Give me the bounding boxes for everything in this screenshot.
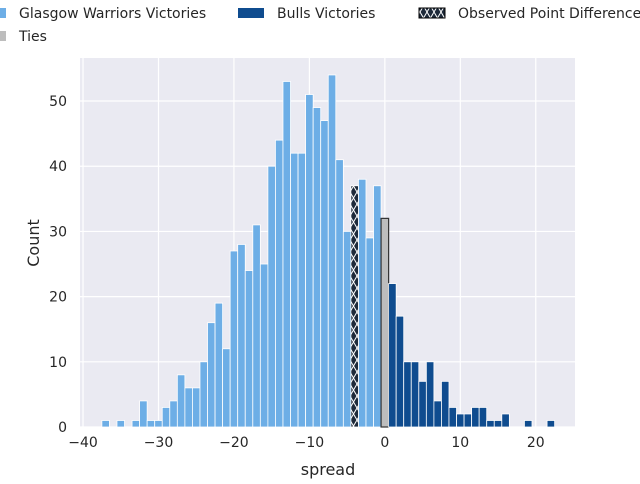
y-tick-label: 30 — [49, 224, 67, 240]
x-axis-ticks: −40 −30 −20 −10 0 10 20 — [68, 435, 544, 451]
legend-swatch — [0, 31, 6, 41]
bar — [305, 94, 314, 428]
x-axis-label: spread — [301, 460, 356, 479]
legend-swatch — [418, 7, 446, 19]
legend-label: Ties — [18, 29, 47, 45]
bars — [101, 74, 556, 428]
y-tick-label: 40 — [49, 159, 67, 175]
y-axis-ticks: 0 10 20 30 40 50 — [49, 94, 67, 436]
x-tick-label: −10 — [295, 435, 325, 451]
bar — [448, 407, 457, 428]
bar — [320, 120, 329, 428]
bar — [237, 244, 246, 428]
x-tick-label: −40 — [68, 435, 98, 451]
bar — [199, 361, 208, 428]
bar — [116, 420, 125, 428]
bar — [486, 420, 495, 428]
bar — [192, 387, 201, 428]
bar — [463, 413, 473, 428]
bar — [259, 263, 269, 428]
legend-label: Glasgow Warriors Victories — [19, 6, 206, 22]
y-tick-label: 0 — [58, 420, 67, 436]
bar — [229, 250, 239, 428]
bar — [252, 224, 261, 428]
x-tick-label: 20 — [527, 435, 545, 451]
bar — [478, 407, 488, 428]
bar — [214, 302, 224, 428]
x-tick-label: 10 — [451, 435, 469, 451]
bar — [501, 413, 510, 428]
bar — [184, 387, 193, 428]
bar — [546, 420, 556, 428]
bar — [327, 74, 337, 428]
bar — [207, 322, 216, 428]
legend-swatch — [0, 8, 6, 18]
bar — [312, 107, 322, 428]
legend-swatch — [238, 8, 264, 18]
bar — [297, 152, 307, 428]
bar — [282, 81, 291, 428]
bar — [161, 407, 171, 428]
x-tick-label: −20 — [219, 435, 249, 451]
bar — [350, 185, 359, 428]
bar — [139, 400, 148, 428]
bar — [410, 361, 420, 428]
bar — [433, 400, 442, 428]
legend-label: Observed Point Difference — [458, 6, 640, 22]
bar — [456, 413, 465, 428]
y-tick-label: 10 — [49, 355, 67, 371]
bar — [267, 165, 276, 428]
bar — [365, 237, 374, 428]
x-tick-label: −30 — [144, 435, 174, 451]
bar — [244, 270, 254, 428]
bar — [425, 361, 435, 428]
bar — [290, 152, 299, 428]
bar — [342, 231, 352, 428]
bar — [169, 400, 178, 428]
y-tick-label: 50 — [49, 94, 67, 110]
bar — [335, 159, 344, 428]
bar — [154, 420, 163, 428]
bar — [101, 420, 110, 428]
bar — [176, 374, 186, 428]
legend: Glasgow Warriors Victories Bulls Victorie… — [0, 6, 640, 45]
bar — [524, 420, 533, 428]
y-axis-label: Count — [24, 219, 43, 267]
bar — [395, 315, 405, 428]
bar — [388, 283, 397, 428]
bar — [418, 380, 427, 428]
bar — [380, 217, 390, 428]
legend-label: Bulls Victories — [277, 6, 375, 22]
bar — [146, 420, 156, 428]
bar — [441, 380, 450, 428]
bar — [275, 139, 284, 428]
bar — [403, 361, 412, 428]
bar — [358, 178, 367, 428]
bar — [131, 420, 141, 428]
bar — [493, 420, 503, 428]
bar — [222, 348, 231, 428]
y-tick-label: 20 — [49, 290, 67, 306]
x-tick-label: 0 — [380, 435, 389, 451]
bar — [373, 185, 382, 428]
bar — [471, 407, 480, 428]
